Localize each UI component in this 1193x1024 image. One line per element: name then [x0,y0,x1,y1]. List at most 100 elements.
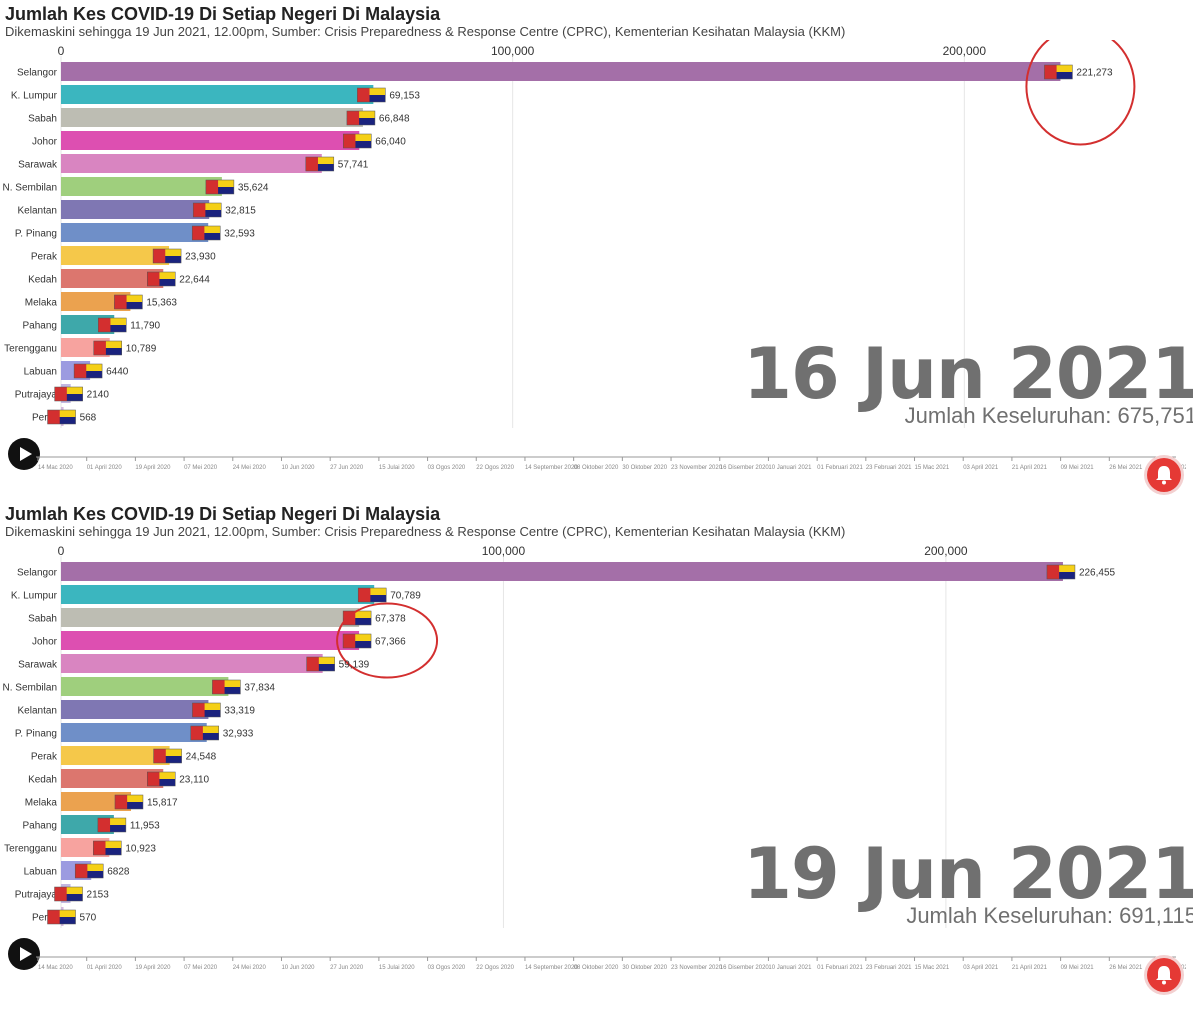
value-label: 570 [80,913,97,924]
timeline-label: 03 Ogos 2020 [428,965,466,971]
play-button[interactable] [8,938,40,970]
highlight-circle [336,602,439,679]
timeline-label: 24 Mei 2020 [233,465,267,471]
bar [61,562,1063,581]
category-label: P. Pinang [15,729,57,740]
timeline-label: 15 Mac 2021 [915,965,950,971]
x-tick-label: 0 [58,544,65,558]
play-icon [20,947,32,961]
category-label: N. Sembilan [3,183,57,194]
timeline-label: 10 Jun 2020 [281,465,315,471]
category-label: Sabah [28,114,57,125]
timeline-label: 21 April 2021 [1012,465,1048,471]
value-label: 32,593 [224,229,255,240]
timeline-label: 09 Mei 2021 [1061,965,1095,971]
category-label: N. Sembilan [3,683,57,694]
timeline-label: 03 April 2021 [963,965,999,971]
timeline-slider[interactable]: 14 Mac 2020 01 April 2020 19 April 2020 07 … [36,954,1186,974]
state-flag-icon [342,610,372,626]
chart-title: Jumlah Kes COVID-19 Di Setiap Negeri Di … [5,4,441,24]
value-label: 2153 [87,890,110,901]
state-flag-icon [152,248,182,264]
timeline-label: 30 Oktober 2020 [622,465,667,471]
current-date-label: 19 Jun 2021 [743,833,1193,915]
value-label: 37,834 [244,683,275,694]
x-tick-label: 200,000 [924,544,968,558]
value-label: 69,153 [389,91,420,102]
value-label: 67,378 [375,614,406,625]
play-button[interactable] [8,438,40,470]
timeline-label: 07 Mei 2020 [184,965,218,971]
category-label: Johor [32,637,58,648]
category-label: P. Pinang [15,229,57,240]
notification-bell-button[interactable] [1147,458,1181,492]
state-flag-icon [153,748,182,764]
value-label: 67,366 [375,637,406,648]
state-flag-icon [192,702,221,718]
timeline-label: 03 April 2021 [963,465,999,471]
bar [61,131,360,150]
value-label: 32,815 [225,206,256,217]
value-label: 15,817 [147,798,178,809]
chart-title: Jumlah Kes COVID-19 Di Setiap Negeri Di … [5,504,441,524]
timeline-label: 15 Julai 2020 [379,465,415,471]
bar [61,585,375,604]
category-label: Pahang [23,821,57,832]
timeline-label: 08 Oktober 2020 [574,465,619,471]
timeline-label: 23 Februari 2021 [866,465,912,471]
value-label: 10,789 [126,344,157,355]
category-label: Sarawak [18,660,58,671]
category-label: Perak [31,252,58,263]
state-flag-icon [114,794,144,810]
bar [61,108,363,127]
state-flag-icon [114,294,143,310]
timeline-label: 10 Januari 2021 [768,965,812,971]
highlight-circle [1025,40,1136,146]
chart-subtitle: Dikemaskini sehingga 19 Jun 2021, 12.00p… [5,24,846,39]
bar [61,223,209,242]
x-tick-label: 200,000 [943,44,987,58]
x-tick-label: 100,000 [482,544,526,558]
state-flag-icon [191,225,221,241]
value-label: 226,455 [1079,568,1116,579]
category-label: Perlis [32,913,57,924]
value-label: 11,953 [130,821,160,832]
timeline-label: 14 Mac 2020 [38,465,73,471]
bar [61,85,374,104]
bar [61,269,164,288]
value-label: 6440 [106,367,129,378]
state-flag-icon [146,771,176,787]
bar [61,62,1061,81]
category-label: K. Lumpur [11,591,58,602]
timeline-label: 16 Disember 2020 [720,965,770,971]
value-label: 24,548 [186,752,217,763]
chart-panel-2: Jumlah Kes COVID-19 Di Setiap Negeri Di … [0,500,1193,1000]
value-label: 59,139 [339,660,370,671]
chart-panel-1: Jumlah Kes COVID-19 Di Setiap Negeri Di … [0,0,1193,500]
value-label: 35,624 [238,183,269,194]
timeline-label: 27 Jun 2020 [330,965,364,971]
value-label: 22,644 [179,275,210,286]
timeline-label: 23 November 2020 [671,465,723,471]
timeline-label: 26 Mei 2021 [1109,465,1143,471]
bar [61,654,323,673]
bar-chart-2: 0 100,000 200,000 Selangor 226,455 K. Lumpur 7… [3,544,1116,928]
timeline-label: 24 Mei 2020 [233,965,267,971]
bar-chart-1: 0 100,000 200,000 Selangor 221,273 K. Lumpur 6… [3,40,1136,428]
value-label: 6828 [107,867,130,878]
state-flag-icon [74,863,104,879]
total-cases-label: Jumlah Keseluruhan: 675,751 [904,403,1193,428]
value-label: 2140 [87,390,110,401]
notification-bell-button[interactable] [1147,958,1181,992]
category-label: Sarawak [18,160,58,171]
category-label: Kelantan [18,706,57,717]
bar [61,608,360,627]
timeline-slider[interactable]: 14 Mac 2020 01 April 2020 19 April 2020 07 … [36,454,1186,474]
category-label: Kedah [28,775,57,786]
state-flag-icon [1044,64,1073,80]
value-label: 57,741 [338,160,369,171]
timeline-label: 08 Oktober 2020 [574,965,619,971]
value-label: 66,848 [379,114,410,125]
state-flag-icon [93,340,122,356]
play-icon [20,447,32,461]
